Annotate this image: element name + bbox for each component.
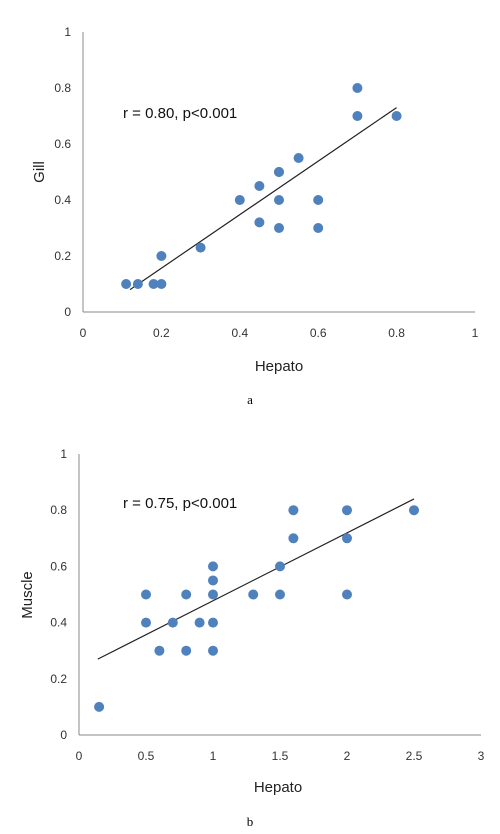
chart-a-y-tick-label: 0.8 <box>54 81 71 95</box>
chart-b-points <box>94 505 419 712</box>
chart-b-y-tick-label: 0.4 <box>50 616 67 630</box>
chart-b-y-ticks: 0 0.2 0.4 0.6 0.8 1 <box>50 447 67 742</box>
chart-b-data-point <box>288 505 299 516</box>
chart-b-data-point <box>409 505 419 516</box>
chart-a-data-point <box>156 279 167 289</box>
chart-b-x-tick-label: 0 <box>76 749 83 763</box>
chart-a-y-ticks: 0 0.2 0.4 0.6 0.8 1 <box>54 25 71 319</box>
chart-b-x-tick-label: 2.5 <box>406 749 423 763</box>
chart-a-x-tick-label: 0.6 <box>310 326 327 340</box>
chart-a-x-tick-label: 0.4 <box>231 326 248 340</box>
chart-a-data-point <box>352 111 363 121</box>
chart-b-data-point <box>342 589 352 600</box>
chart-b-data-point <box>208 645 218 656</box>
chart-a-y-tick-label: 0.4 <box>54 193 71 207</box>
chart-a-x-tick-label: 0.8 <box>388 326 405 340</box>
chart-b-data-point <box>94 701 105 712</box>
chart-b-ylabel: Muscle <box>19 571 36 619</box>
chart-b-annotation: r = 0.75, p<0.001 <box>123 495 237 512</box>
chart-a-data-point <box>352 83 363 93</box>
chart-b-caption: b <box>247 814 254 829</box>
chart-a-data-point <box>234 195 245 205</box>
chart-b-x-tick-label: 1 <box>210 749 217 763</box>
chart-b-data-point <box>288 533 299 544</box>
chart-a-data-point <box>313 223 324 233</box>
chart-b-data-point <box>181 589 192 600</box>
chart-b-data-point <box>141 617 151 628</box>
chart-a-data-point <box>195 242 206 253</box>
chart-b-y-tick-label: 0 <box>60 728 67 742</box>
chart-a-y-tick-label: 0 <box>64 305 71 319</box>
chart-a-ylabel: Gill <box>31 161 48 183</box>
chart-b-data-point <box>167 617 178 628</box>
chart-a-data-point <box>293 153 304 163</box>
chart-a-data-point <box>132 279 143 289</box>
chart-b-y-tick-label: 0.6 <box>50 559 67 573</box>
chart-b-data-point <box>181 645 192 656</box>
chart-a-annotation: r = 0.80, p<0.001 <box>123 105 237 122</box>
chart-b-x-ticks: 0 0.5 1 1.5 2 2.5 3 <box>76 749 485 763</box>
chart-b: 0 0.5 1 1.5 2 2.5 3 0 0.2 0.4 0.6 0.8 1 r = 0.75, p… <box>19 447 485 829</box>
chart-b-y-tick-label: 0.2 <box>50 672 67 686</box>
chart-b-data-point <box>342 533 352 544</box>
chart-a-data-point <box>148 279 159 289</box>
chart-a-data-point <box>274 223 284 233</box>
chart-a-x-ticks: 0 0.2 0.4 0.6 0.8 1 <box>80 326 479 340</box>
chart-a-data-point <box>254 217 265 228</box>
chart-b-data-point <box>141 589 151 600</box>
chart-a-data-point <box>254 181 265 191</box>
chart-a-data-point <box>156 251 167 261</box>
chart-a-x-tick-label: 0.2 <box>153 326 170 340</box>
chart-a-data-point <box>313 195 324 205</box>
chart-b-data-point <box>194 617 205 628</box>
chart-b-data-point <box>208 561 218 572</box>
chart-b-x-tick-label: 0.5 <box>138 749 155 763</box>
chart-b-data-point <box>154 645 165 656</box>
chart-b-x-tick-label: 3 <box>478 749 485 763</box>
chart-a-data-point <box>391 111 402 121</box>
chart-b-y-tick-label: 1 <box>60 447 67 461</box>
chart-b-data-point <box>275 589 285 600</box>
chart-b-data-point <box>342 505 352 516</box>
chart-b-data-point <box>208 617 218 628</box>
chart-a-data-point <box>274 195 284 205</box>
chart-a-x-tick-label: 0 <box>80 326 87 340</box>
chart-b-x-tick-label: 2 <box>344 749 351 763</box>
chart-a-y-tick-label: 0.2 <box>54 249 71 263</box>
chart-a-data-point <box>274 167 284 177</box>
chart-a-caption: a <box>247 392 253 407</box>
chart-a-x-tick-label: 1 <box>472 326 479 340</box>
chart-b-xlabel: Hepato <box>254 779 302 796</box>
chart-b-x-tick-label: 1.5 <box>272 749 289 763</box>
chart-a-data-point <box>121 279 132 289</box>
chart-b-data-point <box>248 589 259 600</box>
chart-a: 0 0.2 0.4 0.6 0.8 1 0 0.2 0.4 0.6 0.8 1 r = 0.80, … <box>31 25 479 407</box>
chart-a-y-tick-label: 1 <box>64 25 71 39</box>
chart-a-xlabel: Hepato <box>255 358 303 375</box>
chart-a-points <box>121 83 402 289</box>
chart-a-y-tick-label: 0.6 <box>54 137 71 151</box>
chart-b-data-point <box>208 575 218 586</box>
chart-b-trendline <box>97 498 415 660</box>
chart-b-y-tick-label: 0.8 <box>50 503 67 517</box>
chart-a-trendline <box>129 107 397 291</box>
chart-b-data-point <box>208 589 218 600</box>
chart-b-data-point <box>275 561 285 572</box>
